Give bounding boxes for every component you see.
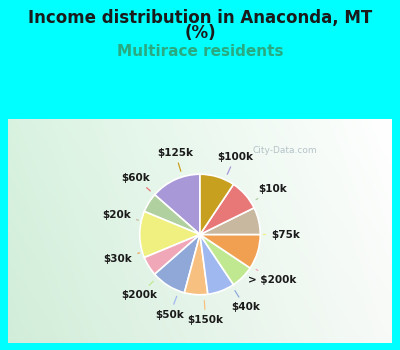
Text: $60k: $60k — [121, 173, 150, 191]
Text: Income distribution in Anaconda, MT: Income distribution in Anaconda, MT — [28, 9, 372, 27]
Text: Multirace residents: Multirace residents — [117, 44, 283, 59]
Text: $40k: $40k — [231, 290, 260, 312]
Text: $10k: $10k — [256, 184, 287, 200]
Wedge shape — [140, 211, 200, 258]
Text: $50k: $50k — [156, 296, 184, 320]
Text: $200k: $200k — [122, 281, 158, 300]
Wedge shape — [184, 234, 208, 295]
Text: > $200k: > $200k — [248, 270, 297, 285]
Text: (%): (%) — [184, 25, 216, 42]
Wedge shape — [155, 234, 200, 293]
Wedge shape — [200, 174, 234, 235]
Wedge shape — [200, 234, 234, 294]
Text: City-Data.com: City-Data.com — [252, 146, 317, 155]
Text: $150k: $150k — [188, 300, 224, 325]
Text: $30k: $30k — [104, 253, 140, 264]
Text: $75k: $75k — [263, 230, 300, 239]
Text: $20k: $20k — [102, 210, 138, 220]
Wedge shape — [144, 195, 200, 235]
Wedge shape — [200, 184, 254, 235]
Wedge shape — [144, 234, 200, 274]
Wedge shape — [200, 208, 260, 234]
Wedge shape — [200, 234, 260, 268]
Text: $100k: $100k — [217, 152, 253, 174]
Wedge shape — [155, 174, 200, 235]
Wedge shape — [200, 234, 250, 285]
Text: $125k: $125k — [157, 148, 193, 171]
